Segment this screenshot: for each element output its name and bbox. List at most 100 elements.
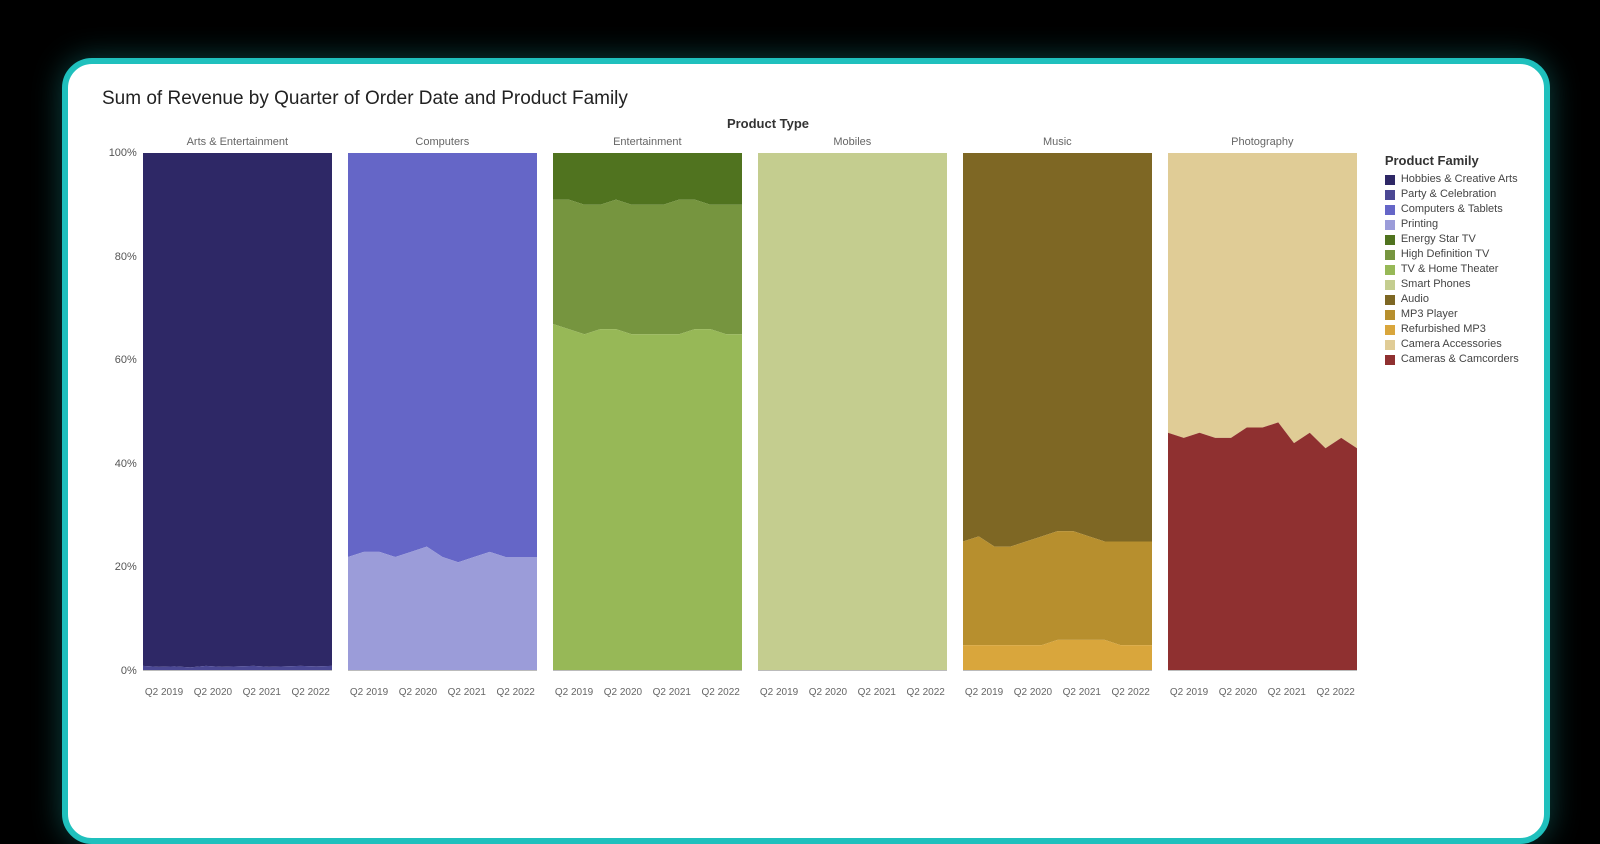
y-axis: 0%20%40%60%80%100% [102,153,143,671]
legend-item: Camera Accessories [1385,337,1524,352]
panel-title: Arts & Entertainment [143,135,332,153]
legend-label: Computers & Tablets [1401,202,1503,217]
panel-title: Entertainment [553,135,742,153]
panel: EntertainmentQ2 2019Q2 2020Q2 2021Q2 202… [553,135,742,698]
legend-label: Energy Star TV [1401,232,1476,247]
baseline [143,670,332,671]
baseline [348,670,537,671]
x-tick-label: Q2 2019 [350,687,388,698]
x-tick-label: Q2 2021 [1268,687,1306,698]
area-series [553,153,742,205]
panel-title: Computers [348,135,537,153]
x-tick-label: Q2 2020 [604,687,642,698]
area-series [963,531,1152,645]
baseline [553,670,742,671]
x-tick-label: Q2 2019 [965,687,1003,698]
legend-item: Refurbished MP3 [1385,322,1524,337]
x-tick-label: Q2 2020 [399,687,437,698]
y-tick-label: 0% [121,665,137,677]
panel: Arts & EntertainmentQ2 2019Q2 2020Q2 202… [143,135,332,698]
area-series [1168,422,1357,671]
legend-item: Printing [1385,217,1524,232]
x-ticks: Q2 2019Q2 2020Q2 2021Q2 2022 [758,687,947,698]
x-ticks: Q2 2019Q2 2020Q2 2021Q2 2022 [553,687,742,698]
legend-swatch [1385,280,1395,290]
baseline [1168,670,1357,671]
panel-title: Photography [1168,135,1357,153]
area-series [963,153,1152,547]
chart-subtitle: Product Type [62,116,1524,131]
legend-swatch [1385,355,1395,365]
x-tick-label: Q2 2019 [760,687,798,698]
plot-area [348,153,537,671]
panel: Photography Q2 2019 Q2 2020 Q2 2021 Q2 2022 [1168,135,1357,698]
area-series [553,200,742,335]
x-tick-label: Q2 2022 [701,687,739,698]
baseline [963,670,1152,671]
x-tick-label: Q2 2020 [809,687,847,698]
legend-label: MP3 Player [1401,307,1458,322]
legend-swatch [1385,325,1395,335]
legend-swatch [1385,235,1395,245]
legend-label: Camera Accessories [1401,337,1502,352]
legend-item: Smart Phones [1385,277,1524,292]
area-series [553,324,742,671]
x-tick-label: Q2 2022 [1316,687,1354,698]
chart-row: 0%20%40%60%80%100% Arts & EntertainmentQ… [102,135,1524,698]
x-tick-label: Q2 2022 [496,687,534,698]
legend-swatch [1385,190,1395,200]
x-tick-label: Q2 2019 [145,687,183,698]
legend-swatch [1385,250,1395,260]
x-tick-label: Q2 2019 [555,687,593,698]
legend-swatch [1385,265,1395,275]
panel-title: Mobiles [758,135,947,153]
area-series [758,153,947,671]
area-series [1168,153,1357,448]
legend-item: Party & Celebration [1385,187,1524,202]
legend-title: Product Family [1385,153,1524,168]
legend-label: Printing [1401,217,1438,232]
plot-area [143,153,332,671]
chart-card: Sum of Revenue by Quarter of Order Date … [62,58,1550,844]
plot-area [1168,153,1357,671]
legend-label: Hobbies & Creative Arts [1401,172,1518,187]
y-tick-label: 60% [115,354,137,366]
x-ticks: Q2 2019 Q2 2020 Q2 2021 Q2 2022 [1168,687,1357,698]
area-series [348,547,537,671]
legend-swatch [1385,205,1395,215]
baseline [758,670,947,671]
x-tick-label: Q2 2022 [291,687,329,698]
legend-label: Refurbished MP3 [1401,322,1486,337]
x-tick-label: Q2 2020 [1014,687,1052,698]
legend-item: Computers & Tablets [1385,202,1524,217]
panel-title: Music [963,135,1152,153]
area-series [348,153,537,562]
legend-label: Audio [1401,292,1429,307]
x-tick-label: Q2 2021 [243,687,281,698]
legend: Product Family Hobbies & Creative ArtsPa… [1385,153,1524,367]
legend-item: MP3 Player [1385,307,1524,322]
panel: Music Q2 2019 Q2 2020 Q2 2021 Q2 2022 [963,135,1152,698]
legend-swatch [1385,340,1395,350]
legend-item: Hobbies & Creative Arts [1385,172,1524,187]
legend-item: Energy Star TV [1385,232,1524,247]
legend-item: Audio [1385,292,1524,307]
x-tick-label: Q2 2022 [906,687,944,698]
y-tick-label: 100% [109,147,137,159]
chart-inner: Sum of Revenue by Quarter of Order Date … [102,88,1524,838]
legend-item: TV & Home Theater [1385,262,1524,277]
y-tick-label: 40% [115,458,137,470]
x-tick-label: Q2 2019 [1170,687,1208,698]
legend-label: Smart Phones [1401,277,1471,292]
legend-label: Cameras & Camcorders [1401,352,1519,367]
plot-area [553,153,742,671]
legend-swatch [1385,175,1395,185]
legend-swatch [1385,310,1395,320]
legend-swatch [1385,220,1395,230]
x-tick-label: Q2 2022 [1111,687,1149,698]
panel: ComputersQ2 2019Q2 2020Q2 2021Q2 2022 [348,135,537,698]
x-tick-label: Q2 2020 [1219,687,1257,698]
panels-container: Arts & Entertainment Q2 2019 Q2 2020 Q2 202… [143,135,1357,698]
x-tick-label: Q2 2021 [1063,687,1101,698]
panel: MobilesQ2 2019Q2 2020Q2 2021Q2 2022 [758,135,947,698]
